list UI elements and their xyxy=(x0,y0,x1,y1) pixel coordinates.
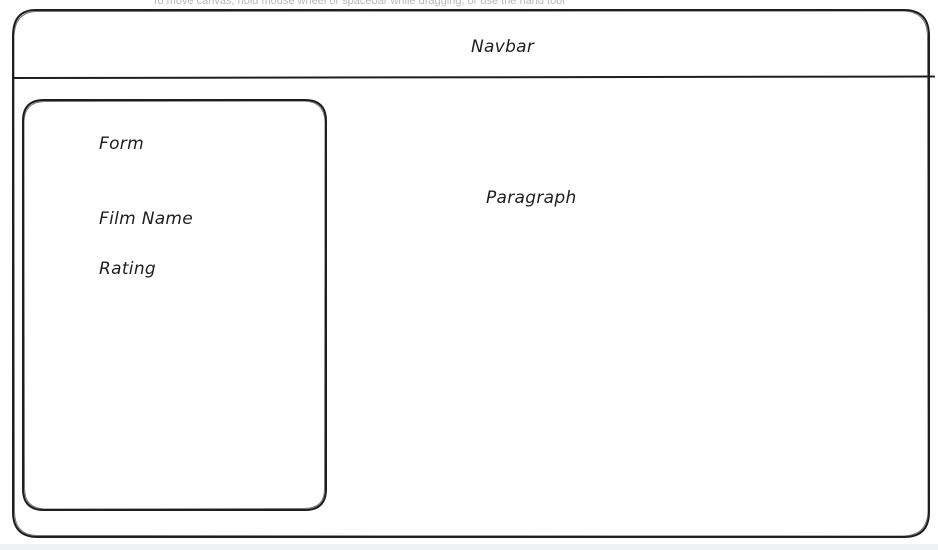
form-field-film-name: Film Name xyxy=(99,209,194,229)
navbar-divider xyxy=(12,75,935,79)
paragraph-label: Paragraph xyxy=(486,188,577,208)
navbar-label: Navbar xyxy=(471,37,535,57)
page-frame xyxy=(12,9,930,538)
form-box xyxy=(22,99,327,511)
canvas-hint: To move canvas, hold mouse wheel or spac… xyxy=(152,0,565,7)
form-title: Form xyxy=(99,134,144,154)
canvas-bottom-edge xyxy=(0,544,938,550)
form-field-rating: Rating xyxy=(99,259,156,279)
